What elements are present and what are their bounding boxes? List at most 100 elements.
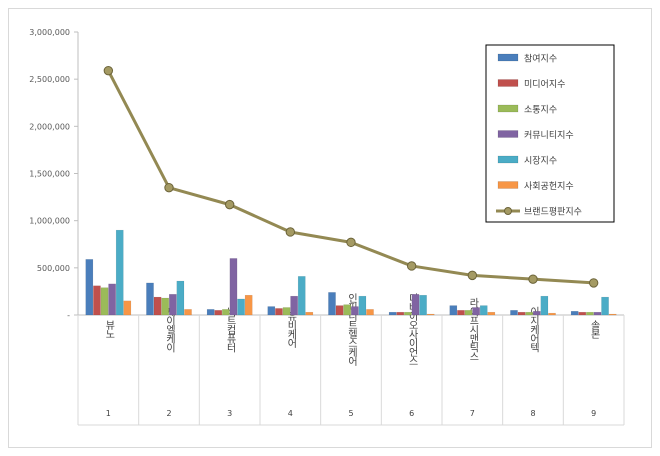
bar-소통지수 (404, 311, 412, 316)
line-point-브랜드평판지수 (406, 261, 417, 271)
axis-layer: - 500,000 1,000,000 1,500,000 2,000,000 2,500… (29, 28, 625, 426)
bar-사회공헌지수 (608, 313, 617, 316)
legend-swatch (497, 130, 519, 138)
bar-소통지수 (586, 311, 594, 316)
bar-시장지수 (115, 229, 124, 316)
legend-label: 참여지수 (524, 53, 557, 65)
y-tick-label: 3,000,000 (29, 28, 70, 37)
line-point-브랜드평판지수 (285, 227, 296, 237)
category-label: 디바이오사이언스 (406, 293, 418, 365)
bar-사회공헌지수 (123, 300, 132, 316)
line-point-브랜드평판지수 (528, 274, 538, 284)
bar-커뮤니티지수 (290, 295, 298, 316)
bar-사회공헌지수 (487, 311, 496, 316)
bar-소통지수 (525, 311, 533, 316)
bar-참여지수 (328, 292, 336, 316)
bar-커뮤니티지수 (472, 307, 480, 316)
line-layer (103, 65, 599, 288)
category-number: 5 (348, 409, 353, 418)
bar-미디어지수 (214, 310, 223, 316)
legend-label: 커뮤니티지수 (524, 130, 574, 141)
y-tick-label: - (67, 311, 70, 320)
bar-참여지수 (146, 282, 154, 316)
bar-미디어지수 (275, 308, 283, 316)
legend-marker-swatch (504, 207, 512, 215)
bar-사회공헌지수 (548, 312, 556, 316)
bar-소통지수 (161, 297, 170, 316)
bar-layer (85, 229, 617, 316)
legend-label: 브랜드평판지수 (524, 207, 582, 218)
legend-label: 사회공헌지수 (524, 181, 574, 192)
bar-시장지수 (419, 294, 427, 316)
line-point-브랜드평판지수 (346, 237, 356, 248)
bar-사회공헌지수 (244, 294, 253, 316)
category-label: 이지케어텍 (528, 306, 540, 353)
legend-swatch (497, 79, 519, 87)
category-number: 9 (591, 409, 596, 418)
legend-swatch (497, 155, 519, 164)
category-label: 비트컴퓨터 (224, 306, 236, 353)
legend-swatch (497, 53, 519, 62)
legend-label: 소통지수 (524, 105, 557, 116)
category-label: 제이엘케이 (164, 306, 176, 353)
bar-시장지수 (479, 305, 488, 316)
category-label: 라이프시맨틱스 (467, 297, 479, 360)
legend-swatch (497, 181, 519, 189)
bar-미디어지수 (517, 311, 526, 316)
bar-시장지수 (237, 298, 245, 316)
bar-참여지수 (570, 311, 579, 316)
y-tick-label: 2,000,000 (29, 122, 70, 131)
bar-참여지수 (206, 309, 215, 316)
category-number: 8 (530, 409, 535, 418)
y-tick-label: 500,000 (37, 264, 70, 273)
bar-참여지수 (388, 311, 397, 316)
category-number: 2 (166, 409, 171, 418)
category-number: 7 (470, 409, 475, 418)
bar-사회공헌지수 (426, 313, 435, 316)
bar-소통지수 (464, 310, 473, 316)
bar-소통지수 (282, 307, 291, 316)
bar-사회공헌지수 (366, 309, 374, 316)
bar-참여지수 (449, 305, 458, 316)
bar-커뮤니티지수 (593, 311, 602, 316)
bar-커뮤니티지수 (108, 283, 116, 316)
bar-커뮤니티지수 (411, 294, 420, 316)
bar-미디어지수 (335, 305, 344, 316)
bar-참여지수 (85, 259, 94, 316)
bar-커뮤니티지수 (351, 306, 359, 316)
bar-참여지수 (267, 306, 276, 316)
bar-소통지수 (343, 304, 352, 316)
bar-커뮤니티지수 (168, 294, 177, 316)
line-point-브랜드평판지수 (103, 65, 114, 76)
y-tick-label: 2,500,000 (29, 75, 70, 84)
bar-소통지수 (100, 287, 109, 316)
bar-시장지수 (358, 295, 367, 316)
bar-시장지수 (540, 295, 549, 316)
legend-label: 시장지수 (524, 156, 557, 167)
category-label: 솔본 (588, 320, 600, 339)
bar-참여지수 (510, 310, 518, 316)
bar-미디어지수 (396, 311, 405, 316)
category-number: 6 (409, 409, 414, 418)
bar-커뮤니티지수 (229, 258, 238, 316)
category-number: 1 (106, 409, 111, 418)
bar-시장지수 (297, 276, 306, 316)
y-tick-label: 1,500,000 (29, 170, 70, 179)
legend-label: 미디어지수 (524, 79, 565, 90)
bar-미디어지수 (153, 296, 162, 316)
legend-swatch (497, 104, 519, 113)
category-label: 뷰노 (103, 320, 115, 338)
bar-커뮤니티지수 (533, 311, 541, 316)
line-point-브랜드평판지수 (467, 270, 478, 281)
category-number: 3 (227, 409, 232, 418)
bar-시장지수 (176, 280, 185, 316)
y-tick-label: 1,000,000 (29, 217, 70, 226)
line-point-브랜드평판지수 (588, 278, 599, 288)
line-point-브랜드평판지수 (224, 199, 235, 210)
category-label: 유비케어 (285, 311, 297, 349)
bar-시장지수 (601, 296, 609, 316)
bar-사회공헌지수 (184, 309, 192, 316)
bar-미디어지수 (578, 311, 587, 316)
